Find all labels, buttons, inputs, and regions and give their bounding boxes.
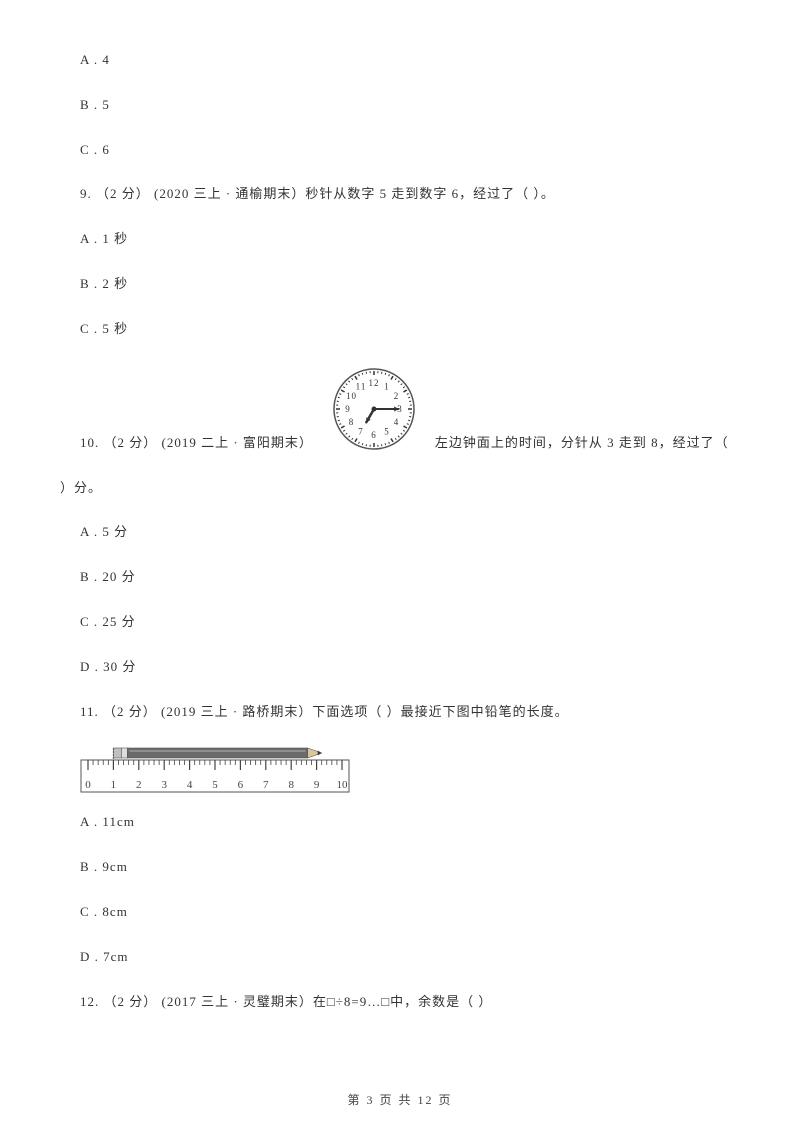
svg-text:1: 1: [111, 779, 117, 791]
svg-text:1: 1: [384, 381, 390, 391]
page-footer: 第 3 页 共 12 页: [0, 1091, 800, 1110]
q9-opt-a: A . 1 秒: [60, 229, 740, 250]
pencil-ruler-figure: 0 1 2 3 4 5 6 7 8 9 10: [80, 746, 740, 794]
q10-opt-d: D . 30 分: [60, 657, 740, 678]
svg-text:8: 8: [288, 779, 294, 791]
q11-opt-a: A . 11cm: [60, 812, 740, 833]
q9-text: 9. （2 分） (2020 三上 · 通榆期末）秒针从数字 5 走到数字 6，…: [60, 184, 740, 205]
svg-text:2: 2: [136, 779, 142, 791]
q10-opt-b: B . 20 分: [60, 567, 740, 588]
svg-text:9: 9: [345, 404, 351, 414]
svg-text:6: 6: [238, 779, 244, 791]
svg-text:10: 10: [346, 391, 357, 401]
svg-text:7: 7: [263, 779, 269, 791]
svg-text:12: 12: [368, 378, 379, 388]
svg-text:5: 5: [384, 426, 390, 436]
q10-opt-c: C . 25 分: [60, 612, 740, 633]
q11-opt-b: B . 9cm: [60, 857, 740, 878]
svg-text:2: 2: [394, 391, 400, 401]
q11-opt-c: C . 8cm: [60, 902, 740, 923]
svg-text:9: 9: [314, 779, 320, 791]
clock-icon: 121234567891011: [329, 364, 419, 454]
svg-text:6: 6: [371, 430, 377, 440]
svg-text:5: 5: [212, 779, 218, 791]
svg-text:0: 0: [85, 779, 91, 791]
q9-opt-c: C . 5 秒: [60, 319, 740, 340]
q10-line: 10. （2 分） (2019 二上 · 富阳期末） 1212345678910…: [60, 364, 740, 454]
svg-text:3: 3: [161, 779, 167, 791]
svg-text:4: 4: [394, 417, 400, 427]
q11-text: 11. （2 分） (2019 三上 · 路桥期末）下面选项（ ）最接近下图中铅…: [60, 702, 740, 723]
svg-text:7: 7: [358, 426, 364, 436]
q10-tail: ）分。: [60, 478, 740, 499]
svg-text:4: 4: [187, 779, 193, 791]
svg-text:8: 8: [349, 417, 355, 427]
svg-text:11: 11: [356, 381, 367, 391]
leading-option-b: B . 5: [60, 95, 740, 116]
q11-opt-d: D . 7cm: [60, 947, 740, 968]
q9-opt-b: B . 2 秒: [60, 274, 740, 295]
q10-opt-a: A . 5 分: [60, 522, 740, 543]
q10-after: 左边钟面上的时间，分针从 3 走到 8，经过了（: [435, 433, 729, 454]
leading-option-c: C . 6: [60, 140, 740, 161]
svg-text:10: 10: [337, 779, 349, 791]
leading-option-a: A . 4: [60, 50, 740, 71]
q12-text: 12. （2 分） (2017 三上 · 灵璧期末）在□÷8=9…□中，余数是（…: [60, 992, 740, 1013]
q10-before: 10. （2 分） (2019 二上 · 富阳期末）: [80, 433, 313, 454]
